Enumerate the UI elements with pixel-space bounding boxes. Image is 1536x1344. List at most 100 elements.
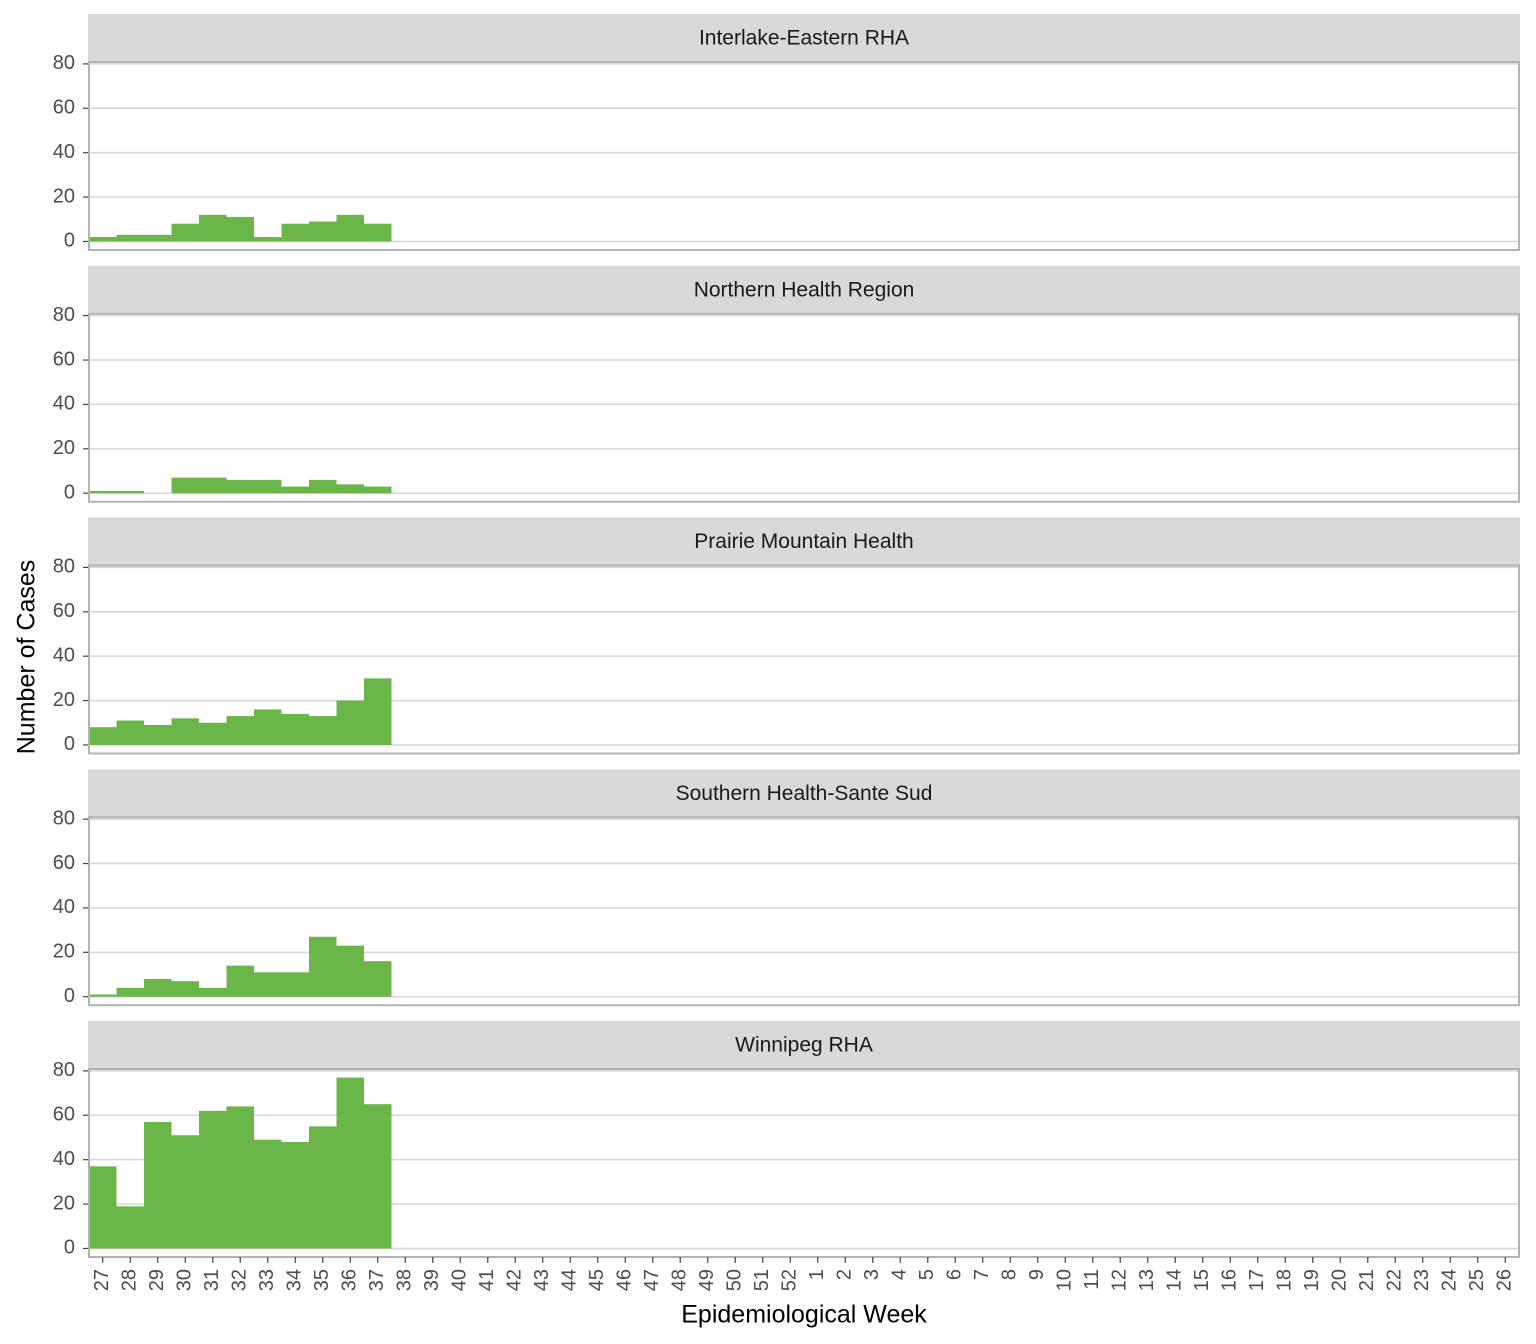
x-tick-label: 36 — [339, 1269, 361, 1291]
bar — [199, 1110, 227, 1249]
x-tick-label: 32 — [229, 1269, 251, 1291]
bar — [281, 486, 309, 494]
bar — [254, 479, 282, 494]
bar — [364, 678, 392, 745]
panel-border — [88, 312, 1520, 503]
x-tick-label: 31 — [201, 1269, 223, 1291]
y-tick-label: 80 — [53, 556, 75, 578]
bar — [116, 720, 144, 745]
x-tick-label: 18 — [1274, 1269, 1296, 1291]
y-tick-label: 40 — [53, 1148, 75, 1170]
bar — [309, 221, 337, 242]
x-tick-label: 26 — [1494, 1269, 1516, 1291]
x-tick-label: 17 — [1246, 1269, 1268, 1291]
bar — [364, 223, 392, 242]
bar — [89, 994, 117, 997]
bar — [254, 1139, 282, 1249]
x-tick-label: 23 — [1411, 1269, 1433, 1291]
y-axis-title: Number of Cases — [13, 560, 41, 755]
bar — [309, 716, 337, 745]
x-tick-label: 9 — [1026, 1269, 1048, 1280]
x-tick-label: 46 — [614, 1269, 636, 1291]
y-tick-label: 0 — [64, 733, 75, 755]
x-tick-label: 40 — [449, 1269, 471, 1291]
bar — [199, 722, 227, 745]
y-tick-label: 60 — [53, 1104, 75, 1126]
x-tick-label: 41 — [476, 1269, 498, 1291]
facet-strip — [88, 265, 1520, 314]
bar — [309, 1126, 337, 1249]
x-tick-label: 2 — [834, 1269, 856, 1280]
x-tick-label: 22 — [1384, 1269, 1406, 1291]
y-tick-label: 80 — [53, 1059, 75, 1081]
x-tick-label: 28 — [119, 1269, 141, 1291]
x-tick-label: 6 — [944, 1269, 966, 1280]
bar — [226, 479, 254, 494]
facet-title: Southern Health-Sante Sud — [676, 782, 933, 805]
panel-border — [88, 1068, 1520, 1258]
x-tick-label: 47 — [641, 1269, 663, 1291]
x-tick-label: 27 — [91, 1269, 113, 1291]
y-tick-label: 60 — [53, 852, 75, 874]
bar — [281, 713, 309, 745]
y-tick-label: 20 — [53, 185, 75, 207]
x-tick-label: 49 — [696, 1269, 718, 1291]
bar — [309, 936, 337, 997]
x-tick-label: 5 — [916, 1269, 938, 1280]
panel-border — [88, 61, 1520, 251]
y-tick-label: 40 — [53, 393, 75, 415]
bar — [281, 1141, 309, 1249]
bar — [364, 486, 392, 494]
bar — [226, 716, 254, 745]
bar — [144, 978, 172, 997]
y-tick-label: 40 — [53, 896, 75, 918]
x-tick-label: 8 — [999, 1269, 1021, 1280]
bar — [336, 700, 364, 745]
x-tick-label: 44 — [559, 1269, 581, 1291]
bar — [116, 234, 144, 242]
bar — [226, 1106, 254, 1249]
bar — [226, 217, 254, 242]
x-tick-label: 11 — [1081, 1269, 1103, 1290]
bar — [171, 1135, 199, 1249]
x-axis-title: Epidemiological Week — [681, 1301, 927, 1329]
bar — [281, 223, 309, 242]
x-tick-label: 37 — [366, 1269, 388, 1291]
y-tick-label: 0 — [64, 481, 75, 503]
y-tick-label: 80 — [53, 52, 75, 74]
x-tick-label: 19 — [1301, 1269, 1323, 1291]
bar — [171, 477, 199, 494]
facet-strip — [88, 517, 1520, 566]
bar — [254, 237, 282, 242]
x-tick-label: 52 — [779, 1269, 801, 1291]
bar — [89, 490, 117, 494]
x-tick-label: 7 — [971, 1269, 993, 1280]
x-tick-label: 48 — [669, 1269, 691, 1291]
bar — [116, 1206, 144, 1249]
x-tick-label: 50 — [724, 1269, 746, 1291]
bar — [336, 1077, 364, 1249]
bar — [309, 479, 337, 494]
y-tick-label: 60 — [53, 348, 75, 370]
bar — [199, 214, 227, 242]
bar — [116, 987, 144, 997]
bar — [144, 1121, 172, 1249]
facet-title: Interlake-Eastern RHA — [699, 27, 909, 50]
bar — [336, 484, 364, 494]
x-tick-label: 25 — [1466, 1269, 1488, 1291]
x-tick-label: 24 — [1439, 1269, 1461, 1291]
x-tick-label: 16 — [1219, 1269, 1241, 1291]
y-tick-label: 80 — [53, 304, 75, 326]
y-tick-label: 20 — [53, 689, 75, 711]
x-tick-label: 4 — [889, 1269, 911, 1280]
bar — [116, 490, 144, 494]
bar — [254, 709, 282, 745]
bar — [144, 234, 172, 242]
x-tick-label: 30 — [174, 1269, 196, 1291]
x-tick-label: 13 — [1136, 1269, 1158, 1291]
y-tick-label: 0 — [64, 985, 75, 1007]
y-tick-label: 20 — [53, 437, 75, 459]
x-tick-label: 20 — [1329, 1269, 1351, 1291]
bar — [171, 981, 199, 997]
